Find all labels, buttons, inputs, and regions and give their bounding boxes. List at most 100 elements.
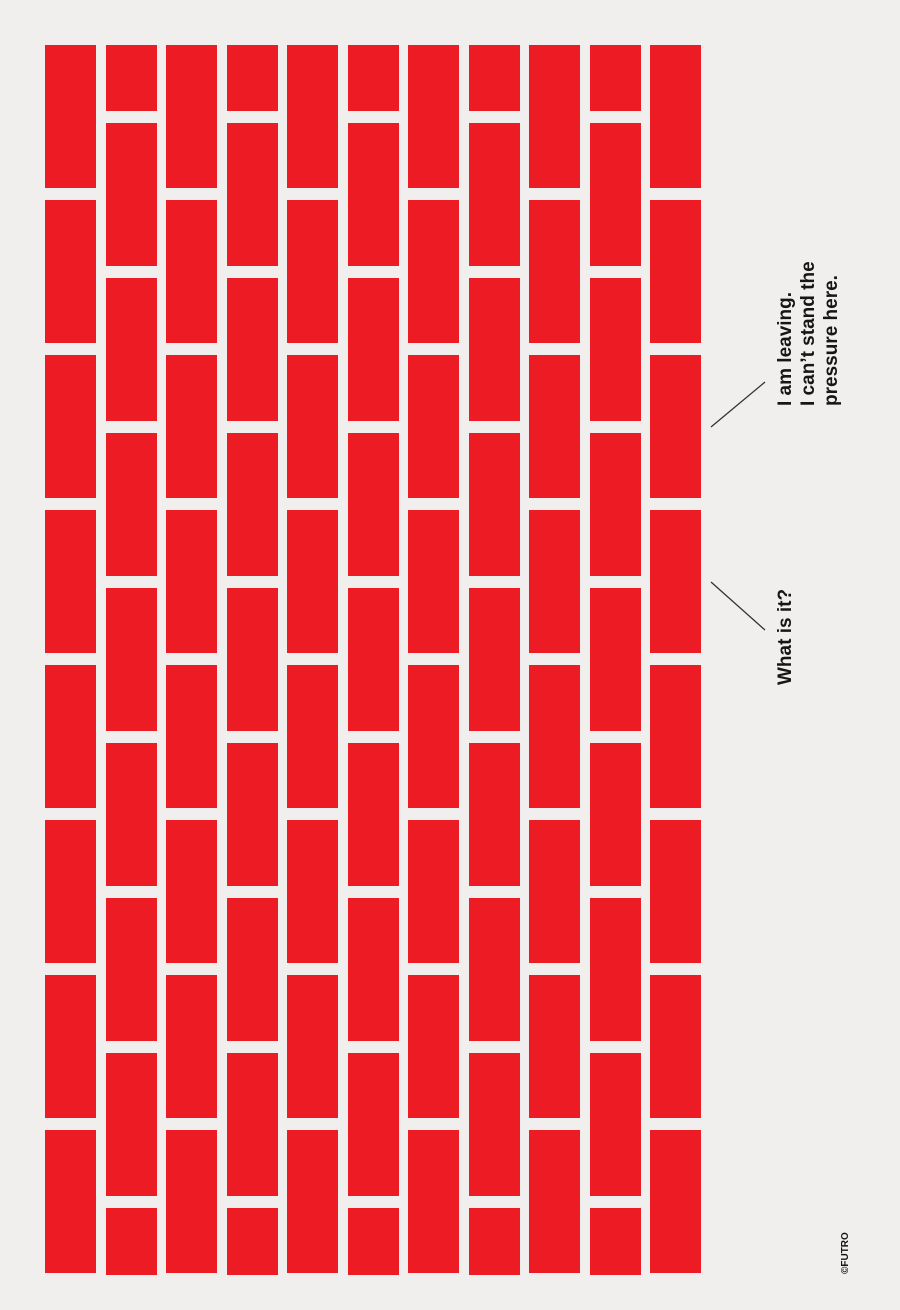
brick	[348, 278, 399, 421]
brick	[529, 975, 580, 1118]
brick	[287, 820, 338, 963]
brick	[287, 510, 338, 653]
brick	[106, 743, 157, 886]
brick	[529, 355, 580, 498]
brick	[650, 510, 701, 653]
brick	[590, 45, 641, 111]
brick	[408, 510, 459, 653]
brick	[650, 975, 701, 1118]
brick	[287, 1130, 338, 1273]
brick	[408, 45, 459, 188]
brick	[106, 123, 157, 266]
brick	[45, 665, 96, 808]
brick	[529, 1130, 580, 1273]
brick	[348, 433, 399, 576]
brick	[650, 355, 701, 498]
brick	[408, 975, 459, 1118]
brick	[227, 898, 278, 1041]
brick	[106, 433, 157, 576]
brick	[166, 200, 217, 343]
brick	[227, 123, 278, 266]
credit-text: ©FUTRO	[840, 1232, 851, 1274]
brick	[590, 898, 641, 1041]
brick	[45, 45, 96, 188]
brick-wall	[45, 45, 701, 1275]
brick	[469, 1053, 520, 1196]
speech-what-is-it-text: What is it?	[775, 588, 796, 685]
brick	[227, 743, 278, 886]
brick	[650, 200, 701, 343]
brick	[529, 665, 580, 808]
brick	[348, 1053, 399, 1196]
brick	[45, 820, 96, 963]
brick	[408, 200, 459, 343]
brick	[227, 433, 278, 576]
brick	[348, 743, 399, 886]
brick	[408, 665, 459, 808]
speech-leaving-text: I am leaving. I can’t stand the pressure…	[775, 261, 842, 406]
brick	[166, 820, 217, 963]
brick	[166, 665, 217, 808]
brick	[227, 1208, 278, 1275]
brick	[166, 1130, 217, 1273]
brick	[45, 355, 96, 498]
callout-line-whatis	[710, 581, 766, 631]
brick	[106, 898, 157, 1041]
brick	[408, 1130, 459, 1273]
brick	[45, 975, 96, 1118]
brick	[106, 1053, 157, 1196]
brick	[650, 45, 701, 188]
brick	[650, 1130, 701, 1273]
brick	[650, 820, 701, 963]
brick	[287, 200, 338, 343]
brick	[106, 1208, 157, 1275]
brick	[106, 278, 157, 421]
brick	[45, 510, 96, 653]
brick	[106, 45, 157, 111]
callout-line-leaving	[710, 381, 766, 428]
brick	[408, 820, 459, 963]
brick	[287, 665, 338, 808]
brick	[348, 45, 399, 111]
brick	[590, 123, 641, 266]
brick	[590, 1053, 641, 1196]
brick	[469, 278, 520, 421]
brick	[529, 45, 580, 188]
brick	[529, 820, 580, 963]
brick	[590, 588, 641, 731]
brick	[227, 278, 278, 421]
brick	[166, 355, 217, 498]
brick	[45, 1130, 96, 1273]
brick	[469, 123, 520, 266]
brick	[650, 665, 701, 808]
brick	[45, 200, 96, 343]
brick	[166, 45, 217, 188]
brick	[529, 200, 580, 343]
brick	[348, 588, 399, 731]
brick	[227, 1053, 278, 1196]
brick	[348, 1208, 399, 1275]
brick	[408, 355, 459, 498]
brick	[590, 743, 641, 886]
brick	[469, 743, 520, 886]
brick	[227, 45, 278, 111]
brick	[469, 1208, 520, 1275]
brick	[348, 123, 399, 266]
brick	[469, 45, 520, 111]
brick	[348, 898, 399, 1041]
brick	[469, 433, 520, 576]
brick	[590, 433, 641, 576]
brick	[287, 45, 338, 188]
brick	[166, 975, 217, 1118]
brick	[227, 588, 278, 731]
brick	[529, 510, 580, 653]
brick	[469, 898, 520, 1041]
brick	[590, 1208, 641, 1275]
brick	[287, 355, 338, 498]
brick	[469, 588, 520, 731]
brick	[287, 975, 338, 1118]
brick	[106, 588, 157, 731]
brick	[590, 278, 641, 421]
brick	[166, 510, 217, 653]
